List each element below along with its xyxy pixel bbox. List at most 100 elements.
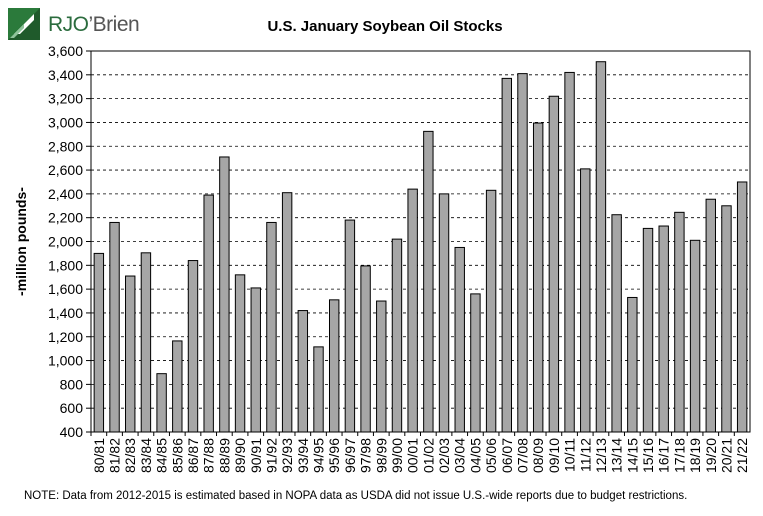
y-tick-label: 3,000 (48, 114, 83, 130)
bar (642, 227, 654, 433)
x-tick-label: 90/91 (248, 438, 264, 473)
x-tick-label: 97/98 (358, 438, 374, 473)
bar (721, 205, 732, 433)
x-tick-label: 11/12 (577, 438, 593, 472)
x-tick-label: 14/15 (624, 438, 640, 473)
footnote: NOTE: Data from 2012-2015 is estimated b… (24, 490, 688, 502)
x-tick-label: 00/01 (405, 438, 421, 473)
bar (485, 189, 497, 433)
x-tick-label: 86/87 (185, 438, 201, 473)
bar (219, 156, 230, 433)
y-tick-label: 1,800 (48, 257, 83, 273)
bar (564, 71, 575, 433)
y-tick-label: 2,600 (48, 162, 83, 178)
x-tick-label: 06/07 (499, 438, 515, 473)
y-tick-label: 600 (60, 400, 84, 416)
x-tick-label: 17/18 (671, 438, 687, 473)
bar (297, 310, 309, 433)
x-tick-label: 88/89 (216, 438, 232, 473)
y-tick-label: 800 (60, 376, 84, 392)
bar (266, 221, 277, 433)
bar (407, 188, 418, 433)
x-tick-label: 04/05 (467, 438, 483, 473)
x-tick-label: 18/19 (687, 438, 703, 473)
bar (172, 340, 183, 433)
x-tick-label: 85/86 (169, 438, 185, 473)
x-tick-label: 19/20 (703, 438, 719, 473)
bar (548, 95, 560, 433)
x-tick-label: 98/99 (373, 438, 389, 473)
y-tick-label: 1,200 (48, 329, 83, 345)
x-tick-label: 03/04 (452, 438, 468, 473)
x-tick-label: 09/10 (546, 438, 562, 473)
y-tick-label: 3,200 (48, 91, 83, 107)
x-tick-label: 94/95 (311, 438, 327, 473)
bar (517, 73, 528, 433)
bar (595, 61, 607, 433)
bar (674, 211, 685, 433)
x-tick-label: 95/96 (326, 438, 342, 473)
rjobrien-logo-icon (8, 8, 40, 40)
bar (360, 265, 371, 433)
brand-wordmark: RJO’Brien (48, 13, 140, 37)
x-tick-label: 02/03 (436, 438, 452, 473)
x-tick-label: 93/94 (295, 438, 311, 473)
bar (532, 122, 544, 433)
x-tick-label: 82/83 (122, 438, 138, 473)
x-tick-label: 20/21 (718, 438, 734, 473)
brand-name-part2: ’Brien (88, 13, 140, 36)
x-tick-label: 07/08 (514, 438, 530, 473)
bar (313, 346, 324, 433)
x-tick-label: 83/84 (138, 438, 154, 473)
bar (627, 296, 638, 433)
x-tick-label: 81/82 (107, 438, 123, 473)
bar (109, 221, 120, 433)
bar (454, 246, 465, 433)
bar (93, 252, 105, 433)
x-tick-label: 80/81 (91, 438, 107, 473)
x-tick-label: 13/14 (609, 438, 625, 473)
x-tick-label: 92/93 (279, 438, 295, 473)
bar (438, 193, 450, 433)
bar (611, 214, 622, 433)
y-tick-label: 3,600 (48, 43, 83, 59)
x-tick-label: 89/90 (232, 438, 248, 473)
bar (705, 198, 716, 433)
bar (736, 181, 748, 433)
x-tick-label: 21/22 (734, 438, 750, 473)
bar (501, 77, 513, 433)
x-tick-label: 08/09 (530, 438, 546, 473)
bar (328, 299, 340, 433)
bar (125, 275, 136, 433)
x-tick-label: 01/02 (420, 438, 436, 473)
y-tick-label: 1,000 (48, 353, 83, 369)
y-tick-label: 1,600 (48, 281, 83, 297)
brand-name-part1: RJO (48, 13, 89, 36)
x-tick-label: 99/00 (389, 438, 405, 473)
bar (376, 300, 387, 433)
y-tick-label: 2,800 (48, 138, 83, 154)
bar (187, 260, 199, 433)
y-axis-label: -million pounds- (13, 187, 29, 296)
y-tick-label: 3,400 (48, 67, 83, 83)
bar (580, 168, 591, 433)
y-tick-label: 1,400 (48, 305, 83, 321)
bar (234, 274, 246, 433)
bar (281, 192, 293, 433)
bar (203, 194, 214, 433)
bar (156, 373, 167, 433)
x-tick-label: 10/11 (562, 438, 578, 472)
x-tick-label: 91/92 (263, 438, 279, 473)
bar (140, 252, 152, 433)
bar (658, 225, 669, 433)
y-tick-label: 2,000 (48, 234, 83, 250)
x-tick-label: 12/13 (593, 438, 609, 473)
bar (689, 239, 701, 433)
y-tick-label: 2,400 (48, 186, 83, 202)
bar (391, 238, 403, 433)
x-tick-label: 15/16 (640, 438, 656, 473)
bar (470, 293, 481, 433)
bar (250, 287, 261, 433)
bar (344, 219, 356, 433)
